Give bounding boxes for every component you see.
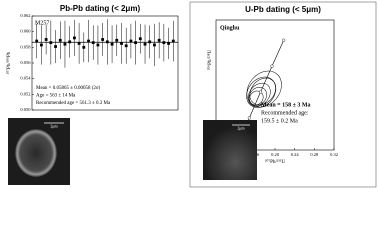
data-point [101, 38, 105, 41]
annotation: Recommended age: [261, 110, 309, 116]
error-ellipse [247, 82, 271, 107]
data-point [49, 41, 53, 45]
data-point [72, 36, 76, 40]
sample-label: M257 [35, 20, 49, 26]
concordia-point [247, 116, 251, 120]
concordia-point [282, 38, 286, 42]
y-tick-label: 0.054 [20, 76, 31, 81]
data-point [124, 44, 128, 48]
y-tick-label: 0.058 [20, 44, 31, 49]
error-ellipse [249, 77, 276, 106]
y-tick-label: 0.062 [20, 13, 30, 18]
error-ellipse [248, 86, 267, 106]
data-point [167, 42, 170, 45]
annotation: 159.5 ± 0.2 Ma [261, 118, 298, 124]
y-axis-label: ²⁰⁷Pb/²⁰⁶Pb [6, 51, 12, 74]
data-point [54, 45, 57, 48]
data-point [153, 43, 156, 47]
x-tick-label: 0.20 [271, 152, 280, 157]
micrograph: 2μm [203, 120, 257, 180]
data-point [115, 38, 119, 42]
error-ellipse [246, 76, 277, 108]
data-point [110, 42, 114, 46]
data-point [63, 42, 67, 46]
scale-label: 2μm [237, 125, 245, 130]
scale-label: 2μm [50, 123, 58, 128]
data-point [105, 40, 109, 44]
data-point [35, 39, 39, 43]
data-point [91, 41, 95, 45]
concordia-point [258, 90, 263, 94]
annotation: Age = 563 ± 14 Ma [36, 94, 76, 99]
data-point [138, 37, 142, 41]
micrograph: 2μm [8, 118, 70, 185]
figure: Pb-Pb dating (< 2μm) U-Pb dating (< 5μm)… [6, 1, 377, 188]
concordia-point [270, 64, 274, 68]
data-point [162, 41, 166, 45]
x-tick-label: 0.24 [291, 152, 300, 157]
data-point [58, 38, 62, 42]
data-point [44, 38, 48, 41]
data-point [171, 39, 175, 43]
annotation: Recommended age = 561.3 ± 0.3 Ma [36, 101, 111, 106]
y-axis-label: ²⁰⁶Pb/²³⁸U [207, 49, 213, 70]
data-point [143, 42, 147, 46]
x-tick-label: 0.28 [310, 152, 319, 157]
data-point [96, 43, 100, 47]
data-point [77, 42, 81, 45]
data-point [40, 43, 43, 47]
panel-frame [189, 1, 377, 188]
data-point [87, 39, 90, 43]
y-tick-label: 0.050 [20, 107, 31, 112]
chart-title: U-Pb dating (< 5μm) [245, 5, 321, 14]
chart-title: Pb-Pb dating (< 2μm) [60, 4, 141, 13]
annotation: Mean = 158 ± 3 Ma [261, 102, 311, 108]
annotation: Mean = 0.05865 ± 0.00058 (2σ) [36, 86, 101, 91]
sample-label: Qinghu [220, 25, 240, 31]
data-point [120, 42, 123, 45]
y-tick-label: 0.052 [20, 91, 30, 96]
data-point [68, 40, 72, 44]
y-tick-label: 0.056 [20, 60, 31, 65]
data-point [82, 45, 86, 49]
x-axis-label: ²⁰⁷Pb/²³⁵U [265, 159, 286, 165]
data-point [129, 39, 133, 43]
data-point [157, 38, 161, 42]
y-tick-label: 0.060 [20, 29, 31, 34]
data-point [134, 41, 138, 45]
x-tick-label: 0.32 [330, 152, 338, 157]
data-point [148, 40, 152, 44]
